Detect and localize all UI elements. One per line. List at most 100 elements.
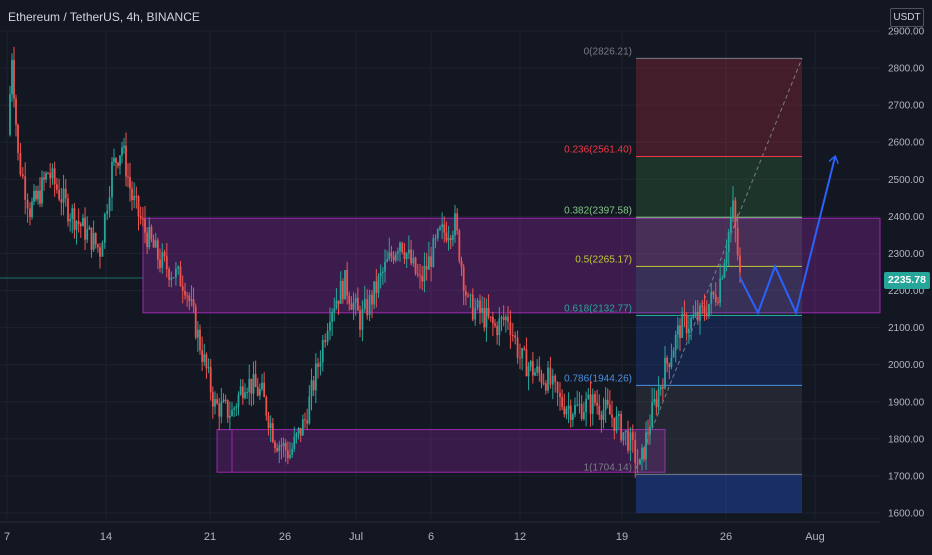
candle-body [286,450,289,458]
candle-body [161,252,164,268]
candle-body [600,414,603,420]
candle-body [559,392,561,398]
candle-body [578,404,581,406]
time-axis-label: 26 [720,531,732,543]
time-axis-label: 19 [616,531,628,543]
candle-body [368,294,371,316]
candle-body [556,382,559,393]
current-price-tag: 2235.78 [884,272,930,289]
candle-body [231,409,233,416]
candle-body [163,252,166,257]
candle-body [534,372,536,376]
candle-body [299,427,302,436]
symbol-title[interactable]: Ethereum / TetherUS, 4h, BINANCE [8,10,200,24]
candle-body [414,257,417,274]
candle-body [514,335,517,338]
fib-level-label: 0.618(2132.77) [564,303,632,314]
candle-body [205,354,208,369]
candle-body [419,274,421,276]
candle-body [258,389,261,396]
projection-path[interactable] [739,157,835,316]
candle-body [156,240,159,260]
time-axis-label: 6 [428,531,434,543]
candle-body [727,231,730,253]
candle-body [507,316,509,322]
candle-body [15,98,17,125]
candle-body [373,281,376,305]
candle-body [26,199,29,209]
candle-body [494,323,496,326]
candle-body [685,315,688,334]
price-axis-label: 2200.00 [888,286,925,297]
candle-body [516,337,519,358]
fib-band [636,266,802,316]
price-axis-label: 2600.00 [888,138,925,149]
candle-body [701,305,704,307]
candle-body [631,432,634,441]
candle-body [137,196,140,217]
candle-body [476,300,479,308]
candle-body [485,307,488,328]
candle-body [53,168,56,185]
candle-body [445,232,448,241]
candle-body [278,445,281,452]
candle-body [186,295,189,297]
candle-body [170,277,173,280]
candle-body [181,286,184,291]
candle-body [565,408,568,415]
candle-body [655,399,658,408]
candle-body [39,190,41,204]
candle-body [214,399,216,407]
fib-level-label: 0(2826.21) [584,46,632,57]
candle-body [651,402,654,427]
candle-body [705,313,708,317]
candle-body [732,200,734,219]
candle-body [611,414,613,418]
candle-body [233,408,236,410]
candle-body [571,414,574,420]
candle-body [339,280,342,304]
price-axis-label: 1800.00 [888,434,925,445]
candle-body [451,235,454,240]
price-axis-label: 2900.00 [888,27,925,38]
candle-body [361,309,364,330]
candle-body [306,420,309,424]
candle-body [629,432,632,451]
candle-body [388,252,391,260]
candle-body [75,221,78,230]
candle-body [175,268,177,278]
candle-body [739,255,741,273]
candle-body [49,173,52,179]
candle-body [729,218,732,232]
fib-retracement[interactable]: 0(2826.21) 0.236(2561.40) 0.382(2397.58) 0.… [564,46,803,513]
candle-body [487,307,490,317]
candle-body [699,305,701,321]
fib-level-label: 0.382(2397.58) [564,205,632,216]
candle-body [454,213,456,236]
candle-body [58,189,61,200]
candle-body [589,394,592,414]
fib-level-label: 0.236(2561.40) [564,145,632,156]
candle-body [319,362,322,367]
candle-body [317,363,319,367]
price-axis-label: 2100.00 [888,323,925,334]
candle-body [653,399,656,403]
candle-body [381,271,384,273]
fib-band [636,385,802,475]
candle-body [458,230,461,261]
candle-body [64,188,67,199]
candle-body [645,432,647,460]
candle-body [280,445,283,447]
candle-body [551,375,554,385]
candle-body [405,253,408,260]
currency-tag[interactable]: USDT [890,8,924,27]
fib-band [636,217,802,267]
candle-body [86,229,89,240]
candle-body [434,238,437,240]
candle-body [310,380,313,397]
candle-body [542,382,545,384]
candle-body [421,275,424,282]
price-axis-label: 1900.00 [888,397,925,408]
